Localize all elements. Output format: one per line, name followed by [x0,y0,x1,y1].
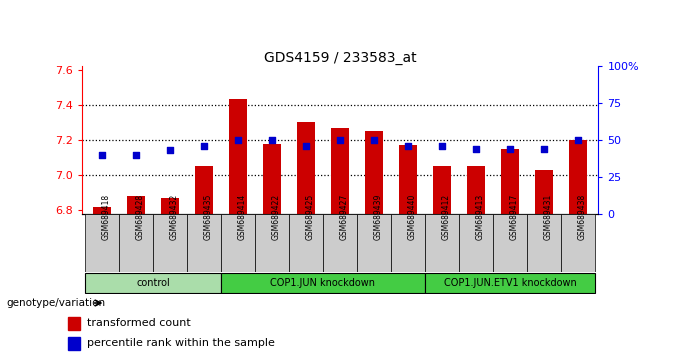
FancyBboxPatch shape [561,214,595,272]
Text: GSM689417: GSM689417 [510,194,519,240]
FancyBboxPatch shape [119,214,153,272]
Text: transformed count: transformed count [87,318,191,329]
Point [199,143,209,149]
FancyBboxPatch shape [255,214,289,272]
Point [335,137,345,143]
Text: GSM689414: GSM689414 [238,194,247,240]
Text: GSM689413: GSM689413 [476,194,485,240]
Bar [228,99,248,214]
FancyBboxPatch shape [527,214,561,272]
Point [573,137,583,143]
FancyBboxPatch shape [459,214,493,272]
Point [403,143,413,149]
FancyBboxPatch shape [221,214,255,272]
FancyBboxPatch shape [493,214,527,272]
Bar [432,166,452,214]
FancyBboxPatch shape [357,214,391,272]
Text: GSM689440: GSM689440 [408,194,417,240]
Point [267,137,277,143]
FancyBboxPatch shape [391,214,425,272]
FancyBboxPatch shape [85,214,119,272]
Bar [126,196,146,214]
Text: COP1.JUN.ETV1 knockdown: COP1.JUN.ETV1 knockdown [443,278,577,287]
Text: GSM689412: GSM689412 [442,194,451,240]
Text: GSM689432: GSM689432 [170,194,179,240]
Point [165,148,175,153]
Bar [398,145,418,214]
FancyBboxPatch shape [187,214,221,272]
FancyBboxPatch shape [221,273,425,293]
Bar [364,131,384,214]
Text: percentile rank within the sample: percentile rank within the sample [87,338,275,348]
Bar [330,128,350,214]
Bar [68,317,80,330]
Text: GSM689427: GSM689427 [340,194,349,240]
Bar [534,170,554,214]
Bar [160,198,180,214]
Point [233,137,243,143]
Bar [194,166,214,214]
Bar [296,122,316,214]
Point [471,146,481,152]
Text: control: control [136,278,170,287]
Bar [92,207,112,214]
Text: GSM689418: GSM689418 [102,194,111,240]
FancyBboxPatch shape [323,214,357,272]
Bar [466,166,486,214]
Text: genotype/variation: genotype/variation [7,298,106,308]
Bar [500,149,520,214]
Text: GSM689431: GSM689431 [544,194,553,240]
Text: GSM689425: GSM689425 [306,194,315,240]
Bar [68,337,80,350]
Point [437,143,447,149]
FancyBboxPatch shape [153,214,187,272]
Text: GSM689439: GSM689439 [374,194,383,240]
Text: GSM689438: GSM689438 [578,194,587,240]
FancyBboxPatch shape [425,273,595,293]
FancyBboxPatch shape [85,273,221,293]
Point [301,143,311,149]
Bar [262,143,282,214]
Point [369,137,379,143]
Text: COP1.JUN knockdown: COP1.JUN knockdown [271,278,375,287]
Text: GSM689435: GSM689435 [204,194,213,240]
FancyBboxPatch shape [289,214,323,272]
Point [131,152,141,158]
Point [97,152,107,158]
Text: GSM689422: GSM689422 [272,194,281,240]
Text: GSM689428: GSM689428 [136,194,145,240]
FancyBboxPatch shape [425,214,459,272]
Bar [568,140,588,214]
Point [539,146,549,152]
Point [505,146,515,152]
Title: GDS4159 / 233583_at: GDS4159 / 233583_at [264,51,416,65]
